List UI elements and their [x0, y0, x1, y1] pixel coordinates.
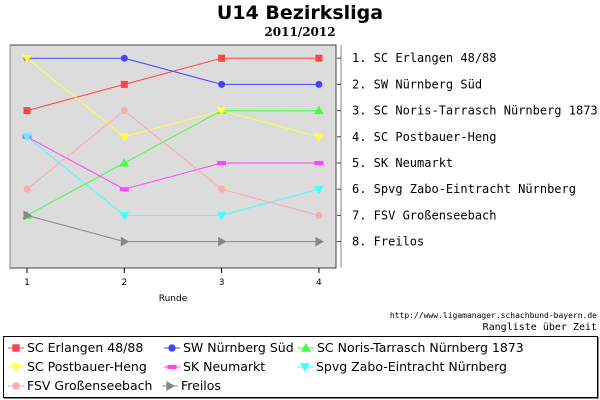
legend-label: Freilos	[181, 378, 221, 393]
series-6-point	[120, 107, 128, 115]
rank-label: 1. SC Erlangen 48/88	[352, 51, 497, 65]
series-4-point	[119, 187, 129, 192]
legend-item: SC Noris-Tarrasch Nürnberg 1873	[298, 339, 524, 357]
series-1-point	[218, 80, 226, 88]
x-tick-label: 2	[121, 278, 127, 288]
series-7-point	[120, 236, 130, 247]
chart-legend: SC Erlangen 48/88 SW Nürnberg Süd SC Noris…	[3, 336, 598, 398]
legend-swatch	[162, 380, 178, 391]
legend-swatch	[8, 381, 24, 390]
legend-label: SC Noris-Tarrasch Nürnberg 1873	[317, 340, 524, 355]
legend-marker	[12, 381, 20, 390]
plot-area	[9, 44, 337, 269]
series-3-point	[22, 54, 32, 64]
legend-item: Spvg Zabo-Eintracht Nürnberg	[297, 358, 507, 376]
series-3-point	[119, 133, 130, 142]
series-0-point	[120, 80, 128, 88]
series-5-point	[119, 211, 130, 221]
series-7-line	[26, 214, 319, 243]
series-2-point	[119, 157, 130, 167]
legend-marker	[300, 342, 312, 352]
x-tick-label: 1	[24, 278, 30, 288]
legend-marker	[299, 362, 311, 372]
rank-label: 5. SK Neumarkt	[352, 156, 453, 170]
rank-label: 4. SC Postbauer-Heng	[352, 130, 497, 144]
x-tick-label: 3	[219, 278, 225, 288]
credit-text: Rangliste über Zeit	[482, 322, 597, 333]
legend-label: Spvg Zabo-Eintracht Nürnberg	[316, 359, 507, 374]
legend-label: SK Neumarkt	[183, 359, 266, 374]
series-5-point	[22, 133, 32, 142]
series-4-point	[314, 161, 324, 165]
series-5-point	[216, 211, 227, 221]
series-0-point	[315, 54, 323, 62]
series-2-line	[26, 110, 319, 216]
legend-swatch	[298, 342, 314, 352]
series-3-point	[216, 107, 227, 116]
legend-marker	[166, 380, 176, 391]
series-7-point	[23, 210, 33, 221]
legend-label: SW Nürnberg Süd	[183, 340, 294, 355]
legend-item: Freilos	[162, 377, 221, 395]
credit-url[interactable]: http://www.ligamanager.schachbund-bayern…	[389, 311, 597, 320]
x-axis-label: Runde	[159, 294, 188, 304]
legend-item: SW Nürnberg Süd	[164, 339, 294, 357]
x-tick-label: 4	[316, 278, 322, 288]
rank-label: 6. Spvg Zabo-Eintracht Nürnberg	[352, 182, 576, 196]
legend-label: FSV Großenseebach	[27, 378, 153, 393]
series-1-line	[27, 57, 319, 85]
series-0-point	[218, 54, 226, 62]
rank-label: 8. Freilos	[352, 235, 424, 249]
series-6-point	[218, 185, 226, 193]
series-4-line	[26, 136, 319, 190]
legend-swatch	[8, 362, 24, 372]
series-3-line	[26, 57, 320, 138]
legend-item: SC Postbauer-Heng	[8, 358, 147, 376]
legend-item: FSV Großenseebach	[8, 377, 152, 395]
series-3-point	[314, 133, 324, 142]
series-5-point	[314, 185, 324, 195]
legend-marker	[10, 362, 22, 372]
series-6-point	[315, 211, 323, 219]
legend-item: SK Neumarkt	[164, 358, 265, 376]
legend-swatch	[8, 343, 24, 352]
legend-label: SC Erlangen 48/88	[27, 340, 144, 355]
series-7-point	[315, 236, 324, 247]
chart-title: U14 Bezirksliga	[216, 2, 384, 24]
series-6-point	[23, 185, 31, 193]
series-4-point	[217, 161, 227, 165]
legend-label: SC Postbauer-Heng	[27, 359, 147, 374]
legend-item: SC Erlangen 48/88	[8, 339, 143, 357]
rank-label: 2. SW Nürnberg Süd	[352, 77, 482, 91]
series-6-line	[26, 109, 320, 216]
chart-subtitle: 2011/2012	[264, 25, 336, 39]
rank-label: 3. SC Noris-Tarrasch Nürnberg 1873	[352, 104, 598, 118]
legend-marker	[167, 364, 177, 369]
legend-swatch	[297, 362, 313, 372]
series-1-point	[315, 80, 323, 88]
legend-swatch	[164, 343, 180, 352]
line-chart: 1 2 3 4 Runde 1. SC Erlangen 48/88 2. SW Nürnb…	[9, 44, 598, 304]
legend-swatch	[164, 364, 180, 369]
series-7-point	[218, 236, 227, 247]
legend-marker	[12, 343, 20, 352]
series-2-point	[314, 105, 324, 115]
legend-marker	[168, 343, 176, 352]
series-1-point	[120, 54, 128, 62]
rank-label: 7. FSV Großenseebach	[352, 208, 497, 222]
series-0-point	[23, 107, 31, 115]
